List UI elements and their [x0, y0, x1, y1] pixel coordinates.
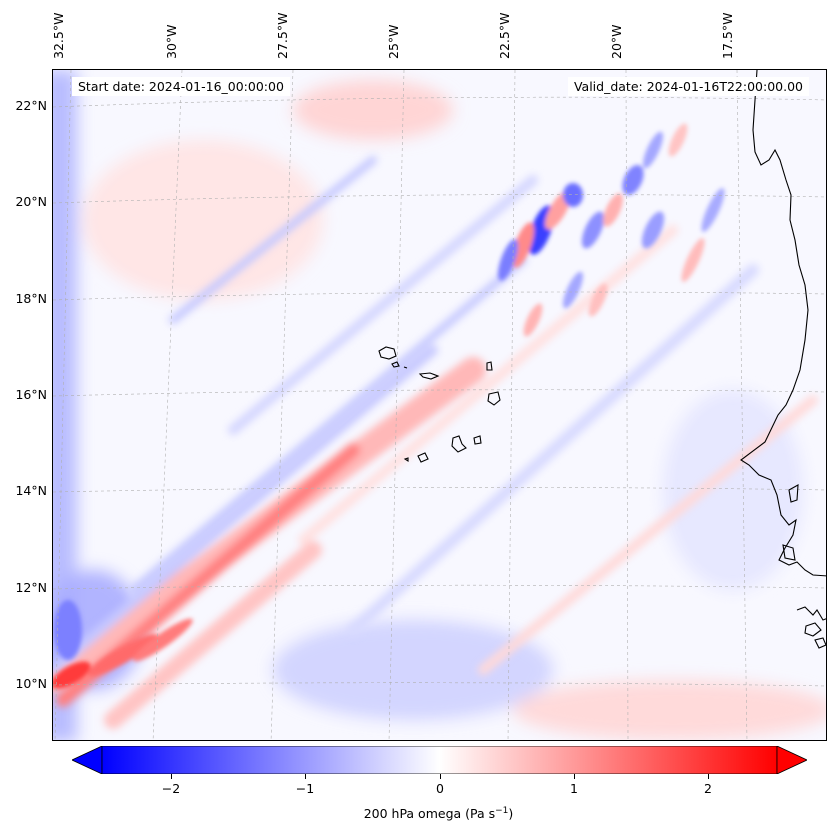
lat-label-10n: 10°N [15, 676, 47, 691]
lat-label-22n: 22°N [15, 98, 47, 113]
cape-verde-islands [378, 346, 501, 463]
colorbar-label-1: 1 [570, 781, 578, 796]
gridlines [53, 70, 826, 740]
lon-label-22-5w: 22.5°W [497, 12, 512, 59]
colorbar-title-exponent: −1 [495, 806, 509, 816]
colorbar-gradient [101, 745, 778, 775]
colorbar-tick-0 [440, 774, 441, 779]
colorbar-label-2: 2 [704, 781, 712, 796]
lon-label-27-5w: 27.5°W [275, 12, 290, 59]
colorbar-tick-neg2 [171, 774, 172, 779]
lat-label-18n: 18°N [15, 291, 47, 306]
valid-date-label: Valid_date: 2024-01-16T22:00:00.00 [567, 77, 809, 96]
field-convective-cluster [498, 123, 725, 337]
field-diagonal-bands [53, 156, 818, 729]
lon-label-20w: 20°W [609, 24, 624, 59]
lon-label-25w: 25°W [386, 24, 401, 59]
colorbar-tick-neg1 [305, 774, 306, 779]
africa-coastline [740, 70, 826, 649]
field-strong-sw-feature [53, 600, 193, 689]
map-panel[interactable] [52, 69, 827, 741]
start-date-label: Start date: 2024-01-16_00:00:00 [72, 77, 290, 96]
lat-label-12n: 12°N [15, 580, 47, 595]
colorbar-title: 200 hPa omega (Pa s−1) [0, 806, 837, 821]
lon-label-30w: 30°W [164, 24, 179, 59]
lat-label-20n: 20°N [15, 194, 47, 209]
colorbar-title-main: 200 hPa omega (Pa s [363, 806, 496, 822]
colorbar-title-end: ) [508, 806, 514, 822]
lat-label-16n: 16°N [15, 387, 47, 402]
lon-label-32-5w: 32.5°W [51, 12, 66, 59]
colorbar-label-neg2: −2 [161, 781, 181, 796]
colorbar-label-0: 0 [436, 781, 444, 796]
colorbar-tick-2 [708, 774, 709, 779]
lat-label-14n: 14°N [15, 483, 47, 498]
colorbar [71, 745, 808, 775]
colorbar-label-neg1: −1 [295, 781, 315, 796]
colorbar-extend-max [776, 745, 808, 775]
colorbar-tick-1 [574, 774, 575, 779]
omega-field-map [53, 70, 826, 740]
lon-label-17-5w: 17.5°W [720, 12, 735, 59]
colorbar-extend-min [71, 745, 103, 775]
